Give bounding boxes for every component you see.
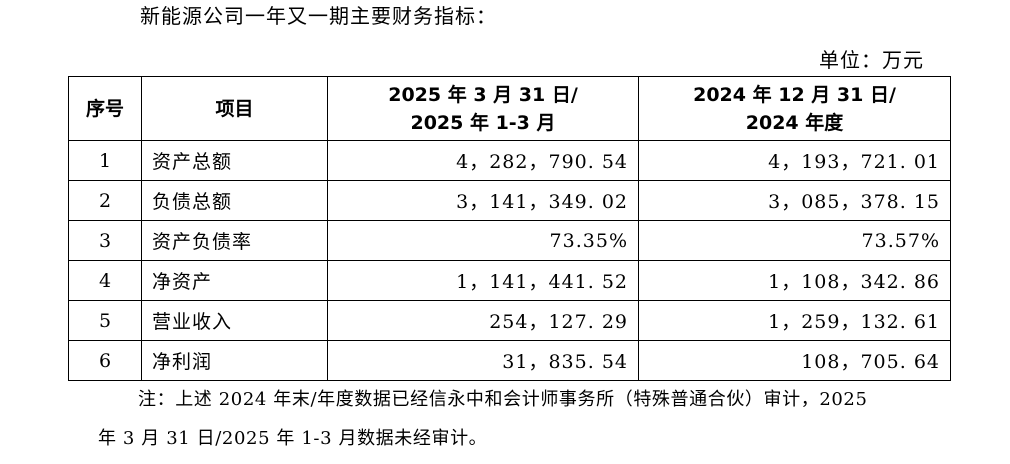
row-item: 净利润 xyxy=(141,340,328,381)
financial-indicators-table: 序号 项目 2025 年 3 月 31 日/ 2025 年 1-3 月 2024… xyxy=(68,76,951,381)
row-value-2024: 1，259，132. 61 xyxy=(638,300,951,341)
intro-text: 新能源公司一年又一期主要财务指标： xyxy=(140,4,497,28)
unit-label: 单位：万元 xyxy=(819,48,924,72)
row-value-2025q1: 4，282，790. 54 xyxy=(327,140,639,181)
header-period-2025q1-line2: 2025 年 1-3 月 xyxy=(410,111,556,134)
row-item: 营业收入 xyxy=(141,300,328,341)
row-value-2024: 3，085，378. 15 xyxy=(638,180,951,221)
table-row: 2 负债总额 3，141，349. 02 3，085，378. 15 xyxy=(68,180,951,221)
row-value-2025q1: 31，835. 54 xyxy=(327,340,639,381)
row-no: 3 xyxy=(68,220,142,261)
row-item: 资产总额 xyxy=(141,140,328,181)
header-period-2024: 2024 年 12 月 31 日/ 2024 年度 xyxy=(638,76,951,141)
row-item: 净资产 xyxy=(141,260,328,301)
row-item: 资产负债率 xyxy=(141,220,328,261)
row-value-2025q1: 254，127. 29 xyxy=(327,300,639,341)
row-no: 4 xyxy=(68,260,142,301)
header-no: 序号 xyxy=(68,76,142,141)
table-row: 5 营业收入 254，127. 29 1，259，132. 61 xyxy=(68,300,951,341)
header-period-2025q1: 2025 年 3 月 31 日/ 2025 年 1-3 月 xyxy=(327,76,639,141)
table-row: 1 资产总额 4，282，790. 54 4，193，721. 01 xyxy=(68,140,951,181)
row-value-2025q1: 3，141，349. 02 xyxy=(327,180,639,221)
table-header-row: 序号 项目 2025 年 3 月 31 日/ 2025 年 1-3 月 2024… xyxy=(68,76,951,141)
row-no: 1 xyxy=(68,140,142,181)
row-no: 2 xyxy=(68,180,142,221)
row-value-2024: 4，193，721. 01 xyxy=(638,140,951,181)
row-value-2025q1: 1，141，441. 52 xyxy=(327,260,639,301)
row-no: 6 xyxy=(68,340,142,381)
row-value-2024: 73.57% xyxy=(638,220,951,261)
audit-note-line1: 注：上述 2024 年末/年度数据已经信永中和会计师事务所（特殊普通合伙）审计，… xyxy=(138,389,868,410)
row-no: 5 xyxy=(68,300,142,341)
row-value-2024: 108，705. 64 xyxy=(638,340,951,381)
table-row: 4 净资产 1，141，441. 52 1，108，342. 86 xyxy=(68,260,951,301)
header-period-2024-line1: 2024 年 12 月 31 日/ xyxy=(693,83,896,106)
table-row: 6 净利润 31，835. 54 108，705. 64 xyxy=(68,340,951,381)
header-item: 项目 xyxy=(141,76,328,141)
header-period-2025q1-line1: 2025 年 3 月 31 日/ xyxy=(388,83,578,106)
row-item: 负债总额 xyxy=(141,180,328,221)
audit-note-line2: 年 3 月 31 日/2025 年 1-3 月数据未经审计。 xyxy=(98,428,488,449)
header-period-2024-line2: 2024 年度 xyxy=(745,111,844,134)
row-value-2025q1: 73.35% xyxy=(327,220,639,261)
row-value-2024: 1，108，342. 86 xyxy=(638,260,951,301)
table-row: 3 资产负债率 73.35% 73.57% xyxy=(68,220,951,261)
